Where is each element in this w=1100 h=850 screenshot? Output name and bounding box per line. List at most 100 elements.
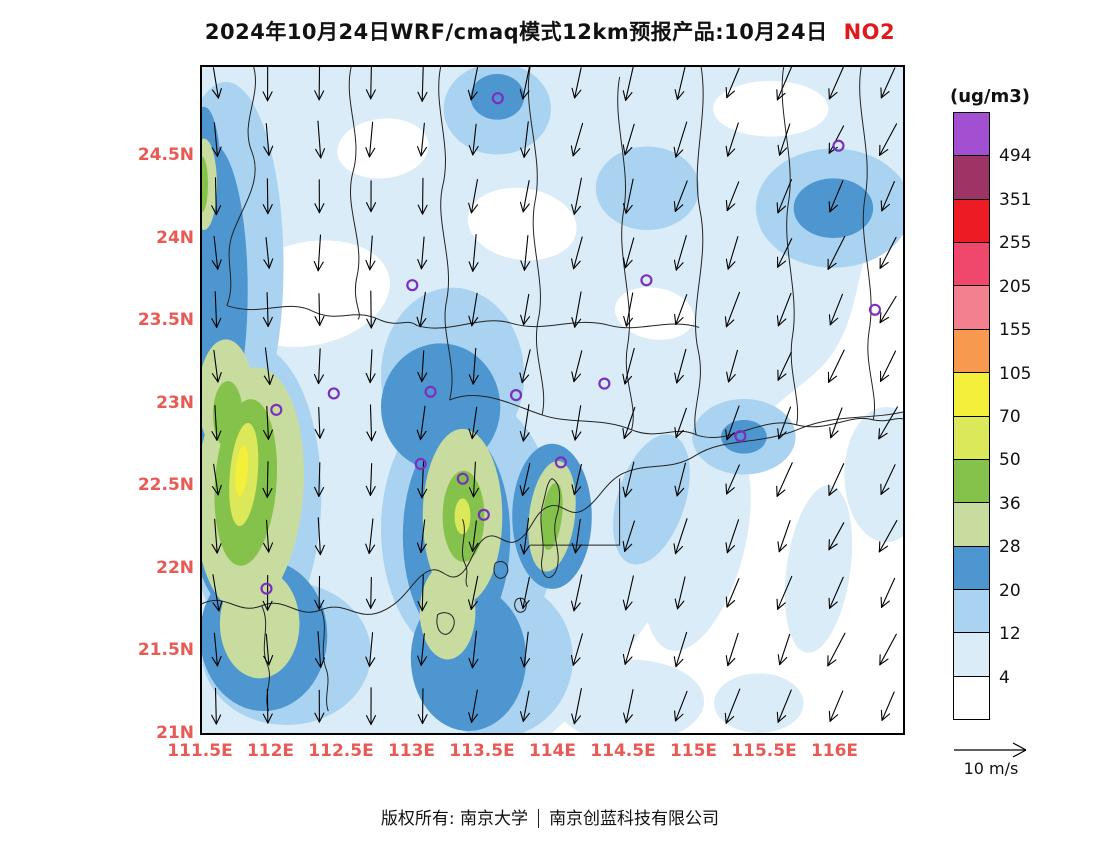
- wind-arrow: [365, 518, 376, 555]
- wind-arrow: [313, 348, 324, 385]
- colorbar-segment: [954, 503, 989, 547]
- wind-arrow: [263, 123, 274, 156]
- wind-arrow: [571, 688, 582, 725]
- wind-arrow: [880, 464, 896, 495]
- wind-arrow: [519, 67, 531, 100]
- wind-arrow: [520, 121, 531, 158]
- wind-arrow: [315, 120, 326, 159]
- wind-arrow: [571, 405, 582, 441]
- wind-arrow: [880, 691, 895, 721]
- wind-arrow: [365, 576, 376, 609]
- wind-arrow: [366, 404, 377, 442]
- lon-tick-label: 115.5E: [731, 741, 797, 761]
- wind-arrow: [622, 123, 635, 156]
- wind-arrow: [211, 291, 222, 328]
- wind-arrow: [880, 577, 896, 608]
- copyright-footer: 版权所有: 南京大学 南京创蓝科技有限公司: [0, 804, 1100, 829]
- wind-arrow: [314, 406, 325, 439]
- wind-arrow: [314, 293, 325, 326]
- wind-arrow: [365, 463, 376, 496]
- wind-arrow: [571, 518, 582, 554]
- wind-arrow: [570, 574, 583, 612]
- wind-arrow: [777, 406, 792, 440]
- wind-arrow: [674, 690, 688, 722]
- lon-tick-label: 113E: [387, 741, 436, 761]
- station-marker: [509, 389, 523, 402]
- wind-arrow: [263, 519, 274, 553]
- wind-arrow: [468, 406, 479, 440]
- wind-arrow: [314, 462, 325, 497]
- colorbar-segment: [954, 589, 989, 634]
- wind-arrow: [880, 350, 897, 382]
- colorbar-level-label: 205: [999, 276, 1032, 297]
- colorbar-level-label: 255: [999, 233, 1032, 254]
- station-marker: [477, 508, 490, 521]
- wind-arrow: [571, 291, 582, 328]
- page-title: 2024年10月24日WRF/cmaq模式12km预报产品:10月24日 NO2: [0, 16, 1100, 46]
- wind-arrow: [673, 235, 687, 271]
- wind-arrow: [468, 520, 479, 553]
- wind-arrow: [417, 688, 428, 725]
- wind-arrow: [519, 349, 531, 384]
- wind-arrow: [467, 575, 479, 610]
- wind-arrow: [827, 632, 846, 667]
- lat-tick-label: 22.5N: [137, 475, 194, 496]
- wind-arrow: [365, 632, 376, 667]
- colorbar-segment: [954, 199, 989, 244]
- wind-arrow: [417, 236, 428, 270]
- wind-arrow: [212, 67, 222, 99]
- colorbar-level-label: 28: [999, 537, 1021, 558]
- wind-arrow: [468, 689, 479, 723]
- wind-arrow: [314, 631, 326, 668]
- lat-tick-label: 24N: [156, 227, 194, 248]
- wind-arrow: [519, 180, 530, 213]
- wind-arrow: [365, 180, 377, 213]
- wind-arrow: [262, 688, 273, 724]
- colorbar-segment: [954, 113, 989, 157]
- wind-arrow: [211, 177, 222, 216]
- wind-arrow: [520, 631, 531, 668]
- wind-arrow: [725, 67, 740, 99]
- wind-arrow: [776, 179, 793, 214]
- wind-arrow: [211, 632, 222, 667]
- lat-tick-label: 21.5N: [137, 640, 194, 661]
- wind-arrow: [879, 295, 897, 324]
- wind-arrow: [725, 578, 740, 608]
- title-main: 2024年10月24日WRF/cmaq模式12km预报产品:10月24日: [204, 20, 828, 44]
- colorbar-segment: [954, 373, 989, 417]
- wind-arrow: [828, 690, 844, 722]
- wind-arrow: [725, 122, 739, 157]
- wind-arrow: [776, 292, 792, 327]
- wind-arrow: [519, 517, 530, 555]
- wind-arrow: [673, 631, 688, 668]
- wind-arrow: [725, 519, 740, 554]
- wind-arrow: [828, 463, 845, 496]
- wind-arrow: [262, 461, 273, 498]
- wind-arrow: [570, 633, 583, 666]
- station-marker: [640, 274, 653, 287]
- wind-arrow: [211, 518, 222, 554]
- wind-arrow: [314, 517, 325, 556]
- wind-arrow: [725, 236, 739, 270]
- colorbar-segment: [954, 243, 989, 287]
- station-markers: [260, 92, 882, 595]
- footer-owner: 版权所有: 南京大学: [380, 809, 529, 829]
- wind-arrow: [623, 689, 634, 724]
- colorbar: 494 351 255 205 155 105 70 50 36 28 20 12 4: [953, 112, 1031, 720]
- wind-arrow: [622, 406, 636, 439]
- wind-arrow: [212, 574, 223, 612]
- wind-arrow: [725, 181, 740, 212]
- contour-fill-layers: [202, 67, 903, 733]
- wind-arrow: [468, 179, 478, 214]
- wind-arrow: [468, 123, 479, 156]
- wind-arrow: [314, 67, 325, 101]
- wind-arrow: [674, 294, 688, 326]
- wind-arrow: [673, 180, 688, 213]
- forecast-map-svg: [202, 67, 903, 733]
- wind-arrow: [468, 630, 479, 669]
- wind-arrow: [571, 67, 582, 99]
- wind-arrow: [776, 575, 793, 610]
- colorbar-segment: [954, 546, 989, 590]
- wind-arrow: [570, 122, 584, 157]
- station-marker: [734, 430, 747, 443]
